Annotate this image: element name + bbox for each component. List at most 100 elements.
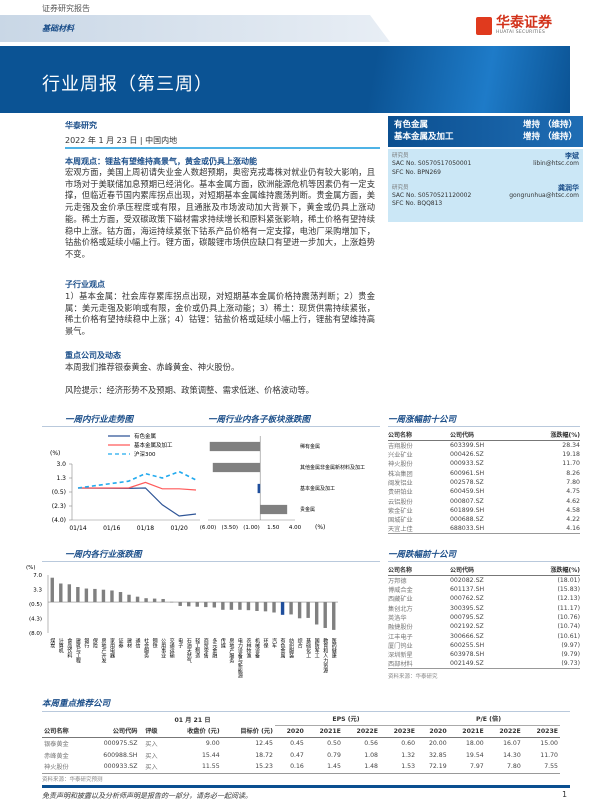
bar-18 [204,602,208,608]
table-row: 赤峰黄金 600988.SH 买入 15.44 18.72 0.47 0.79 1.08 1.3… [42,749,560,761]
divider [388,561,580,562]
column-header: 2023E [522,725,560,738]
bar-5 [93,588,97,603]
company-code: 300666.SZ [450,632,484,640]
cell: 0.79 [327,751,341,759]
top-gainers-table: 公司名称 公司代码 涨跌幅(%) 吉翔股份 603399.SH 28.34 兴业矿业 0004… [388,429,580,535]
cell: 买入 [139,761,164,774]
y-tick-label: (2.3) [52,503,66,510]
cell: 18.72 [255,751,273,759]
bar-31 [314,602,319,625]
legend-label: 有色金属 [134,432,156,440]
company-name: 株冶集团 [388,470,413,478]
change-pct: (11.17) [557,604,580,612]
cell: 7.97 [448,761,486,774]
y-tick-label: 3.3 [33,588,42,594]
bar-0 [50,577,54,603]
company-code: 000426.SZ [450,451,484,459]
rating-value: 增持 （维持） [523,132,577,142]
bar-0 [209,441,261,452]
bar-28 [289,602,293,615]
bar-4 [84,588,89,603]
cell: 1.08 [364,751,378,759]
category-label: 基本金属及加工 [300,485,335,492]
company-code: 000762.SZ [450,595,484,603]
change-pct: 7.80 [566,479,580,487]
column-header: 涨跌幅(%) [519,564,580,576]
y-axis-label: (%) [26,565,36,571]
change-pct: 28.34 [562,442,580,449]
companies-text: 本周我们推荐银泰黄金、赤峰黄金、神火股份。 [65,362,240,372]
analyst-sfc: SFC No. BPN269 [392,168,441,176]
y-tick-label: (4.0) [52,517,66,524]
x-tick-label: 1.50 [267,525,280,531]
gainers-heading: 一周涨幅前十公司 [388,415,457,425]
company-name: 贵研铂业 [388,489,413,497]
table-row: 江丰电子 300666.SZ (10.61) [388,631,580,641]
company-code: 688033.SH [450,524,520,535]
sub-bar-chart-title: 一周行业内各子板块涨跌图 [208,415,311,425]
companies-heading: 重点公司及动态 [65,351,121,360]
company-code: 000933.SZ [450,460,484,468]
recommend-heading: 本周重点推荐公司 [42,699,111,709]
category-label: 社会服务 [143,637,149,659]
category-label: 机械设备 [254,637,260,659]
company-code: 002578.SZ [450,479,484,487]
table-row: 吉翔股份 603399.SH 28.34 [388,441,580,450]
cell: 神火股份 [42,761,84,774]
bar-9 [127,594,131,603]
column-header: 公司代码 [450,564,520,576]
change-pct: 11.70 [562,460,580,468]
x-tick-label: 01/20 [170,525,187,532]
column-header: 2022E [342,725,380,738]
company-code: 600459.SH [450,488,485,496]
table-header: 公司名称 公司代码 涨跌幅(%) [388,564,580,576]
org-name: 华泰研究 [65,121,97,130]
bar-2 [67,584,72,603]
x-tick-label: 4.00 [289,525,302,531]
column-header: 评级 [139,725,164,738]
analyst-email[interactable]: gongrunhua@htsc.com [509,192,579,200]
change-pct: (15.83) [557,586,580,594]
divider [388,426,580,427]
category-label: 电子 [177,637,183,648]
y-tick-label: 1.3 [56,475,66,482]
bar-16 [187,602,191,607]
company-name: 闽发铝业 [388,480,413,488]
disclaimer: 免责声明和披露以及分析师声明是报告的一部分，请务必一起阅读。 [42,792,252,800]
category-label: 综合 [297,637,303,649]
company-code: 603978.SH [450,651,485,659]
bar-30 [306,602,310,618]
category-label: 传媒 [220,637,226,649]
cell: 0.56 [364,739,378,747]
cell: 1.32 [401,751,416,759]
bar-13 [161,598,165,603]
cell: 1.48 [342,761,380,774]
column-header: 2020 [274,725,306,738]
table-row: 天宜上佳 688033.SH 4.16 [388,524,580,535]
recommend-source: 资料来源：华泰研究预测 [42,777,103,783]
category-label: 食品饮料 [66,637,72,659]
region: 中国内地 [145,136,178,145]
category-label: 医药健康 [331,638,337,658]
bar-22 [238,602,242,610]
bar-6 [101,589,106,603]
series-line-0 [77,487,197,517]
company-code: 000807.SZ [450,497,484,505]
company-code: 601137.SH [450,586,485,594]
logo-en: HUATAI SECURITIES [496,30,546,35]
table-row: 英洛华 000795.SZ (10.76) [388,613,580,622]
column-header: 公司名称 [388,429,450,441]
sector-band [0,15,390,42]
category-label: 建筑与工程 [75,637,81,664]
page-title: 行业周报（第三周） [42,74,213,95]
y-tick-label: (8.0) [29,631,42,637]
category-label: 家用电器 [109,637,115,659]
table-row: 国城矿业 000688.SZ 4.22 [388,515,580,524]
analyst-email[interactable]: libin@htsc.com [533,160,579,168]
change-pct: 4.62 [566,497,580,505]
cell: 0.45 [290,739,304,747]
top-losers-table: 公司名称 公司代码 涨跌幅(%) 万邦德 002082.SZ (18.01) 博威合金 601… [388,564,580,670]
cell: 600988.SH [103,751,138,759]
